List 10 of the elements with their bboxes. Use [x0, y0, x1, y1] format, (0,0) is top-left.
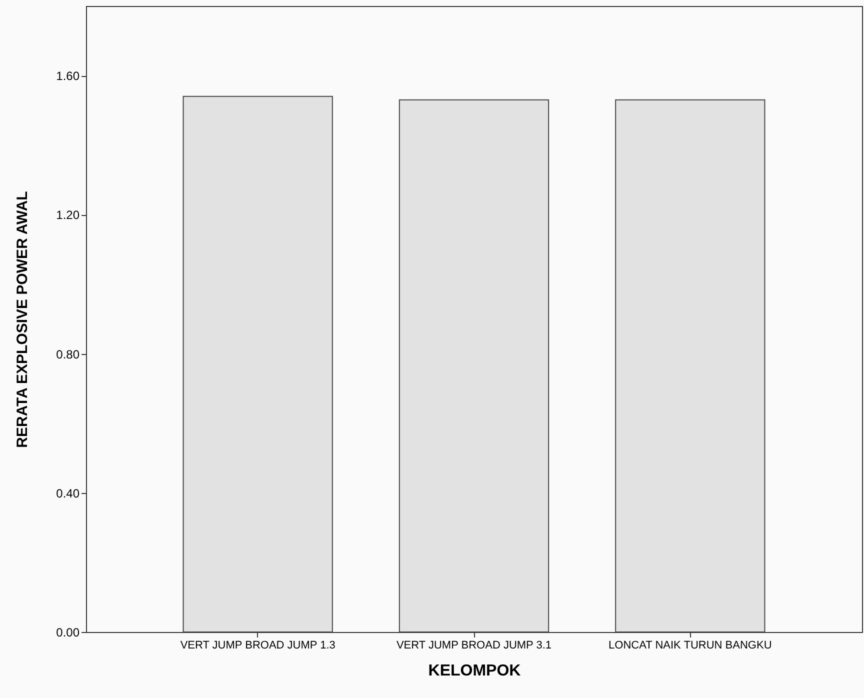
y-tick-label: 0.40: [56, 486, 80, 500]
y-axis-title: RERATA EXPLOSIVE POWER AWAL: [14, 191, 32, 448]
x-tick-label: VERT JUMP BROAD JUMP 1.3: [180, 640, 336, 652]
x-tick-label: VERT JUMP BROAD JUMP 3.1: [396, 640, 552, 652]
x-axis-title: KELOMPOK: [428, 662, 522, 680]
y-tick-label: 0.00: [56, 626, 80, 640]
y-tick-label: 1.20: [56, 208, 80, 222]
y-tick-label: 1.60: [56, 69, 80, 84]
x-tick-label: LONCAT NAIK TURUN BANGKU: [608, 640, 772, 652]
y-tick-label: 0.80: [56, 347, 80, 362]
